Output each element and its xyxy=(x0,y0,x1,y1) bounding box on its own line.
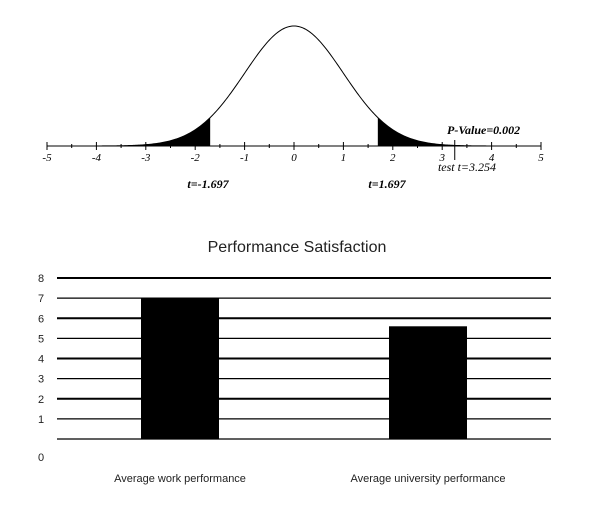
x-tick-label: 5 xyxy=(538,152,544,164)
y-tick-label: 7 xyxy=(38,293,44,305)
x-axis-ticks: -5 -4 -3 -2 -1 0 1 2 3 4 5 xyxy=(42,142,544,164)
right-tail-shading xyxy=(377,117,541,146)
p-value-label: P-Value=0.002 xyxy=(447,123,520,137)
x-tick-label: -5 xyxy=(42,152,52,164)
bar xyxy=(141,298,219,439)
x-tick-label: 0 xyxy=(291,152,297,164)
y-tick-label: 6 xyxy=(38,313,44,325)
grid-lines xyxy=(57,277,551,440)
x-tick-label: 2 xyxy=(390,152,396,164)
x-category-label: Average work performance xyxy=(114,473,246,485)
y-tick-label: 2 xyxy=(38,394,44,406)
x-tick-label: 3 xyxy=(438,152,445,164)
x-tick-label: -1 xyxy=(240,152,249,164)
x-category-label: Average university performance xyxy=(350,473,505,485)
y-tick-label: 0 xyxy=(38,452,44,464)
y-tick-label: 5 xyxy=(38,333,44,345)
bar xyxy=(389,326,467,439)
test-stat-label: test t=3.254 xyxy=(438,160,496,174)
bars xyxy=(141,298,467,439)
y-tick-label: 1 xyxy=(38,414,44,426)
y-tick-label: 8 xyxy=(38,273,44,285)
critical-left-label: t=-1.697 xyxy=(187,177,229,191)
y-tick-label: 4 xyxy=(38,354,44,366)
x-tick-label: 4 xyxy=(489,152,495,164)
t-distribution-chart: -5 -4 -3 -2 -1 0 1 2 3 4 5 P-Value=0.002 t=-1.697 … xyxy=(42,25,544,191)
bar-chart: Performance Satisfaction 0 1 2 3 4 5 6 7 8 Avera… xyxy=(38,239,551,485)
x-tick-label: -2 xyxy=(191,152,201,164)
chart-title: Performance Satisfaction xyxy=(208,239,387,256)
x-tick-label: -3 xyxy=(141,152,151,164)
y-axis-tick-labels: 0 1 2 3 4 5 6 7 8 xyxy=(38,273,44,464)
y-tick-label: 3 xyxy=(38,374,44,386)
left-tail-shading xyxy=(47,117,211,146)
x-tick-label: 1 xyxy=(341,152,347,164)
critical-right-label: t=1.697 xyxy=(368,177,406,191)
x-axis-category-labels: Average work performance Average universi… xyxy=(114,473,505,485)
x-tick-label: -4 xyxy=(92,152,102,164)
